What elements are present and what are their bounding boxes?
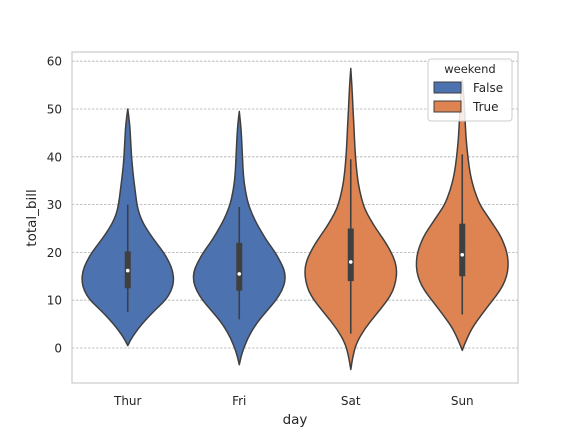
violin-median-dot xyxy=(237,272,242,276)
legend-title: weekend xyxy=(444,62,495,76)
y-tick-label: 0 xyxy=(54,342,62,356)
violin-iqr-box xyxy=(459,223,466,277)
x-tick-label: Sat xyxy=(341,394,361,408)
y-tick-label: 40 xyxy=(47,150,62,164)
legend-entries: False True xyxy=(433,81,503,114)
legend-label: True xyxy=(472,100,499,114)
y-axis-label: total_bill xyxy=(24,189,40,246)
x-axis-label: day xyxy=(283,412,308,428)
y-tick-label: 20 xyxy=(47,246,62,260)
y-tick-label: 60 xyxy=(47,55,62,69)
violin-median-dot xyxy=(348,260,353,264)
y-tick-label: 50 xyxy=(47,103,62,117)
plot-frame xyxy=(71,51,519,384)
violin-median-dot xyxy=(125,268,130,273)
legend: weekend False True xyxy=(427,58,513,122)
violin-layer xyxy=(81,67,509,371)
x-tick-label: Fri xyxy=(232,394,246,408)
x-tick-label: Sun xyxy=(451,394,474,408)
legend-swatch xyxy=(433,81,462,94)
legend-label: False xyxy=(473,81,503,95)
y-tick-label: 30 xyxy=(47,198,62,212)
x-axis-ticks: Thur Fri Sat Sun xyxy=(113,394,474,408)
violin-iqr-box xyxy=(347,228,354,282)
violin-median-dot xyxy=(460,252,465,257)
violin-iqr-box xyxy=(236,242,243,291)
legend-swatch xyxy=(433,100,462,113)
y-axis-ticks: 0 10 20 30 40 50 60 xyxy=(47,55,62,356)
y-tick-label: 10 xyxy=(47,294,62,308)
x-tick-label: Thur xyxy=(113,394,142,408)
